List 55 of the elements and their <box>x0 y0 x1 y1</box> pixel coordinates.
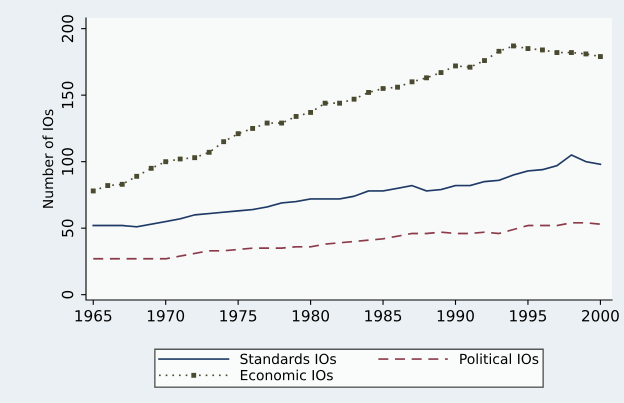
point <box>178 156 183 162</box>
point <box>120 182 125 187</box>
legend-label: Economic IOs <box>240 370 333 380</box>
point <box>410 79 414 84</box>
point <box>482 58 487 63</box>
y-tick-label: 150 <box>62 82 74 108</box>
point <box>294 114 299 119</box>
x-tick-label: 1995 <box>510 310 546 322</box>
point <box>540 47 545 52</box>
point <box>148 166 154 171</box>
line-series <box>92 222 602 260</box>
point <box>134 174 140 179</box>
x-tick-label: 1990 <box>438 310 474 322</box>
point <box>468 64 472 70</box>
point <box>395 84 400 90</box>
point <box>352 96 357 102</box>
y-tick-label: 200 <box>62 15 74 42</box>
x-tick-label: 1985 <box>365 310 402 322</box>
x-tick-label: 1980 <box>292 310 330 322</box>
point <box>221 139 226 144</box>
point <box>380 86 386 91</box>
point <box>250 126 256 131</box>
y-tick-label: 0 <box>62 290 74 299</box>
point <box>554 50 560 56</box>
y-axis-title: Number of IOs <box>42 110 54 208</box>
point <box>496 48 502 54</box>
x-tick-label: 2000 <box>582 310 619 322</box>
point <box>163 159 168 164</box>
point <box>90 188 96 194</box>
point <box>598 54 603 60</box>
point <box>308 110 314 115</box>
y-tick-label: 50 <box>62 219 74 237</box>
x-tick-label: 1975 <box>220 310 256 322</box>
legend-label: Standards IOs <box>240 353 336 364</box>
point <box>568 50 574 56</box>
point <box>105 183 110 188</box>
point <box>583 51 588 56</box>
line-series <box>92 154 602 228</box>
x-tick-label: 1965 <box>75 310 112 322</box>
point <box>322 100 328 106</box>
point <box>366 90 371 95</box>
point <box>453 63 458 68</box>
point <box>279 120 284 126</box>
point <box>511 44 516 48</box>
point <box>264 120 270 126</box>
point <box>206 150 212 155</box>
point <box>526 46 530 52</box>
point <box>192 155 198 160</box>
x-tick-label: 1970 <box>148 310 184 322</box>
point <box>438 70 444 75</box>
point <box>337 100 342 106</box>
y-tick-label: 100 <box>62 148 74 175</box>
point <box>236 131 241 136</box>
point <box>424 75 429 80</box>
legend-label: Political IOs <box>460 353 538 364</box>
